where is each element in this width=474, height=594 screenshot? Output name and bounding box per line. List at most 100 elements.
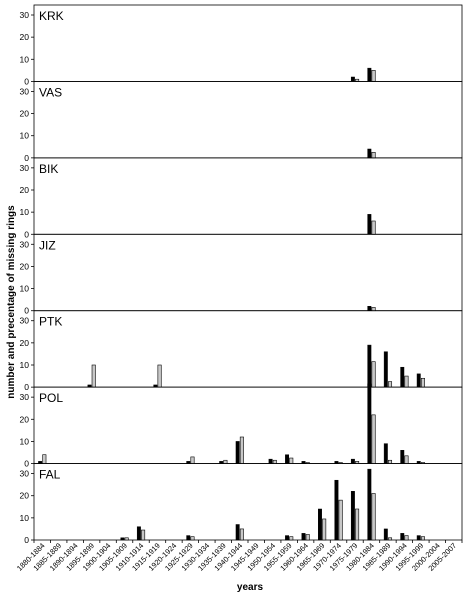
panel-jiz: 0 10 20 30 JIZ bbox=[20, 233, 463, 316]
bar-number bbox=[136, 526, 141, 541]
y-tick-label: 20 bbox=[20, 338, 30, 348]
bar-percentage bbox=[223, 459, 228, 464]
bar-percentage bbox=[420, 536, 425, 541]
bar-number bbox=[318, 508, 322, 541]
panel-pol: 0 10 20 30 POL bbox=[20, 383, 463, 469]
y-tick-label: 20 bbox=[20, 261, 30, 271]
y-tick-label: 30 bbox=[20, 316, 30, 326]
bar-number bbox=[383, 351, 388, 388]
bar-percentage bbox=[388, 381, 393, 388]
bar-percentage bbox=[371, 493, 376, 541]
y-tick-label: 0 bbox=[24, 382, 29, 392]
y-tick-label: 10 bbox=[20, 513, 30, 523]
panel-frame bbox=[33, 233, 463, 312]
y-tick-label: 10 bbox=[20, 360, 30, 370]
y-tick-label: 30 bbox=[20, 163, 30, 173]
panels: 0 10 20 30 KRK 0 10 20 30 VAS 0 10 20 30 BIK 0 10 20 30 JIZ… bbox=[15, 4, 463, 573]
y-tick-label: 0 bbox=[24, 535, 29, 545]
panel-bik: 0 10 20 30 BIK bbox=[20, 157, 463, 239]
bar-percentage bbox=[239, 528, 244, 541]
bar-percentage bbox=[305, 534, 310, 541]
panel-krk: 0 10 20 30 KRK bbox=[20, 4, 463, 86]
bar-percentage bbox=[371, 70, 376, 82]
y-axis-label: number and precentage of missing rings bbox=[6, 205, 17, 399]
bar-percentage bbox=[141, 529, 146, 541]
bar-percentage bbox=[404, 535, 409, 541]
panel-frame bbox=[33, 81, 463, 159]
bar-percentage bbox=[239, 436, 244, 464]
bar-percentage bbox=[371, 220, 376, 235]
y-tick-label: 0 bbox=[24, 153, 29, 163]
bar-number bbox=[120, 537, 125, 541]
bar-percentage bbox=[371, 414, 376, 464]
panel-ptk: 0 10 20 30 PTK bbox=[20, 310, 463, 392]
panel-label: BIK bbox=[39, 162, 58, 176]
y-tick-label: 10 bbox=[20, 436, 30, 446]
bar-number bbox=[268, 458, 273, 464]
bar-number bbox=[350, 458, 355, 464]
x-axis: 1880-18841885-18891890-18941895-18991900… bbox=[15, 540, 463, 573]
y-tick-label: 0 bbox=[24, 306, 29, 316]
bar-percentage bbox=[420, 377, 425, 388]
y-tick-label: 0 bbox=[24, 229, 29, 239]
bar-number bbox=[334, 479, 339, 541]
bar-number bbox=[400, 450, 405, 464]
panel-label: POL bbox=[39, 391, 63, 405]
bar-percentage bbox=[404, 455, 409, 464]
bar-number bbox=[367, 148, 372, 159]
bar-percentage bbox=[404, 375, 409, 388]
y-tick-label: 20 bbox=[20, 414, 30, 424]
bar-number bbox=[367, 383, 372, 464]
panel-label: FAL bbox=[39, 468, 61, 482]
y-tick-label: 0 bbox=[24, 459, 29, 469]
bar-percentage bbox=[190, 536, 195, 541]
bar-number bbox=[367, 344, 372, 388]
bar-percentage bbox=[289, 457, 294, 464]
y-tick-label: 20 bbox=[20, 491, 30, 501]
bar-number bbox=[400, 533, 405, 541]
panel-frame bbox=[33, 386, 463, 464]
bar-number bbox=[383, 443, 388, 464]
bar-number bbox=[400, 366, 405, 388]
bar-number bbox=[285, 535, 290, 541]
panel-label: PTK bbox=[39, 315, 62, 329]
bar-percentage bbox=[91, 364, 96, 388]
panel-label: KRK bbox=[39, 9, 64, 23]
bar-number bbox=[367, 214, 372, 235]
x-axis-label: years bbox=[237, 582, 264, 593]
bar-percentage bbox=[289, 536, 294, 541]
panel-fal: 0 10 20 30 FAL bbox=[20, 463, 463, 545]
y-tick-label: 20 bbox=[20, 185, 30, 195]
bar-percentage bbox=[355, 508, 360, 541]
y-tick-label: 30 bbox=[20, 86, 30, 96]
y-tick-label: 20 bbox=[20, 32, 30, 42]
bar-percentage bbox=[272, 459, 277, 464]
bar-number bbox=[350, 76, 355, 82]
bar-number bbox=[350, 491, 355, 541]
bar-percentage bbox=[338, 499, 343, 541]
y-tick-label: 10 bbox=[20, 131, 30, 141]
bar-number bbox=[367, 468, 372, 541]
bar-number bbox=[367, 306, 372, 311]
panel-vas: 0 10 20 30 VAS bbox=[20, 81, 463, 163]
bar-number bbox=[235, 441, 240, 464]
bar-number bbox=[416, 373, 421, 388]
bar-number bbox=[186, 535, 191, 541]
panel-frame bbox=[33, 463, 463, 541]
y-tick-label: 10 bbox=[20, 54, 30, 64]
bar-percentage bbox=[371, 307, 376, 312]
bar-percentage bbox=[157, 364, 162, 388]
bar-percentage bbox=[42, 454, 47, 464]
y-tick-label: 30 bbox=[20, 469, 30, 479]
bar-percentage bbox=[388, 459, 393, 464]
bar-number bbox=[235, 524, 240, 541]
y-tick-label: 20 bbox=[20, 109, 30, 119]
bar-percentage bbox=[322, 518, 327, 541]
bar-percentage bbox=[371, 361, 376, 388]
bar-number bbox=[383, 528, 388, 541]
bar-number bbox=[367, 67, 372, 82]
y-tick-label: 10 bbox=[20, 284, 30, 294]
panel-label: VAS bbox=[39, 85, 62, 99]
y-tick-label: 0 bbox=[24, 76, 29, 86]
